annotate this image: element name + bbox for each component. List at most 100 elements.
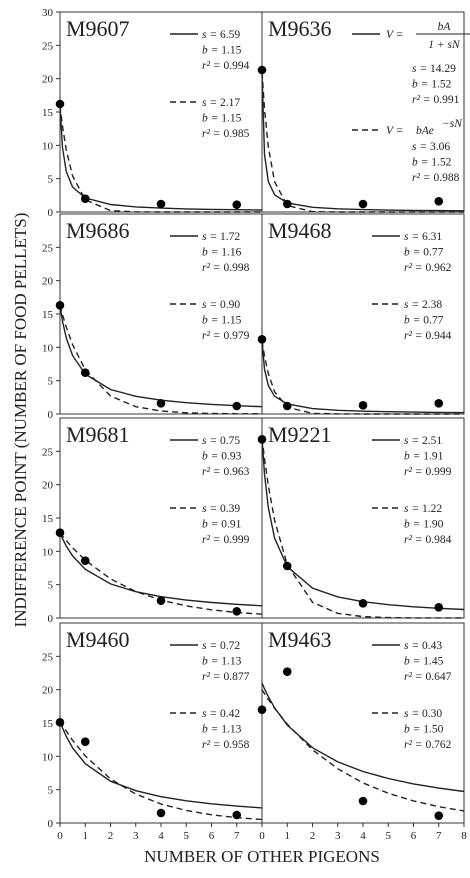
stat-value: 0.42 — [220, 708, 240, 720]
stat-label: r² = — [404, 466, 423, 478]
y-tick-label: 0 — [48, 613, 54, 625]
y-tick-label: 5 — [48, 785, 54, 797]
stat-value: 1.15 — [221, 45, 241, 57]
y-tick-label: 25 — [42, 242, 54, 254]
fit-stat: r² = 0.944 — [404, 330, 452, 342]
stat-value: 0.77 — [423, 315, 443, 327]
stat-label: s = — [202, 231, 217, 243]
x-tick-label: 2 — [108, 830, 114, 842]
stat-label: s = — [202, 299, 217, 311]
stat-label: s = — [202, 435, 217, 447]
y-tick-label: 0 — [48, 818, 54, 830]
y-tick-label: 5 — [48, 376, 54, 388]
fit-stat: r² = 0.962 — [404, 262, 452, 274]
x-tick-label: 1 — [285, 830, 291, 842]
data-point — [80, 368, 90, 377]
data-point — [358, 199, 368, 209]
fit-stat: s = 0.75 — [202, 435, 240, 447]
stat-value: 0.963 — [223, 466, 249, 478]
panel-title: M9468 — [268, 218, 332, 243]
y-tick-label: 5 — [48, 580, 54, 592]
stat-label: b = — [202, 247, 218, 259]
fit-stat: s = 3.06 — [412, 141, 450, 153]
x-tick-label: 7 — [436, 830, 442, 842]
stat-value: 1.16 — [221, 247, 241, 259]
stat-label: s = — [202, 503, 217, 515]
x-tick-label: 6 — [209, 830, 215, 842]
panel-title: M9460 — [66, 627, 130, 652]
stat-label: b = — [202, 315, 218, 327]
stat-value: 0.994 — [223, 60, 249, 72]
panel-title: M9636 — [268, 16, 332, 41]
stat-label: b = — [404, 656, 420, 668]
fit-stat: b = 1.16 — [202, 247, 242, 259]
fit-stat: s = 2.51 — [404, 435, 442, 447]
y-tick-label: 15 — [42, 718, 54, 730]
panel-title: M9607 — [66, 16, 130, 41]
fit-stat: r² = 0.985 — [202, 128, 250, 140]
panel-title: M9463 — [268, 627, 332, 652]
stat-label: b = — [202, 451, 218, 463]
data-point — [358, 599, 368, 608]
fit-stat: s = 6.59 — [202, 29, 240, 41]
data-point — [156, 808, 166, 818]
stat-label: s = — [202, 640, 217, 652]
y-tick-label: 25 — [42, 40, 54, 52]
equation: V = — [386, 29, 403, 41]
fit-stat: r² = 0.991 — [412, 94, 460, 106]
y-tick-label: 15 — [42, 107, 54, 119]
stat-label: b = — [202, 45, 218, 57]
fit-stat: b = 1.13 — [202, 724, 242, 736]
stat-value: 1.50 — [423, 724, 443, 736]
y-tick-label: 30 — [42, 7, 54, 19]
stat-value: 0.944 — [425, 330, 451, 342]
fit-stat: b = 1.13 — [202, 656, 242, 668]
stat-label: r² = — [202, 128, 221, 140]
stat-label: b = — [202, 724, 218, 736]
equation: bA — [438, 21, 452, 33]
y-tick-label: 5 — [48, 174, 54, 186]
fit-stat: b = 1.15 — [202, 45, 242, 57]
fit-stat: r² = 0.988 — [412, 172, 460, 184]
fit-stat: s = 6.31 — [404, 231, 442, 243]
fit-stat: s = 0.90 — [202, 299, 240, 311]
y-tick-label: 20 — [42, 74, 54, 86]
fit-stat: b = 0.77 — [404, 247, 444, 259]
stat-label: b = — [202, 113, 218, 125]
stat-value: 0.75 — [220, 435, 240, 447]
x-tick-label: 4 — [158, 830, 164, 842]
fit-stat: r² = 0.994 — [202, 60, 250, 72]
x-tick-label: 6 — [411, 830, 417, 842]
data-point — [55, 528, 65, 537]
stat-label: r² = — [202, 60, 221, 72]
stat-value: 0.72 — [220, 640, 240, 652]
stat-value: 1.72 — [220, 231, 240, 243]
stat-value: 0.30 — [422, 708, 442, 720]
equation: 1 + sN — [428, 39, 461, 51]
data-point — [434, 603, 444, 612]
stat-value: 1.90 — [423, 519, 443, 531]
stat-value: 0.39 — [220, 503, 240, 515]
data-point — [156, 596, 166, 605]
data-point — [80, 194, 90, 203]
stat-value: 1.52 — [431, 157, 451, 169]
stat-value: 1.52 — [431, 79, 451, 91]
panel-frame — [261, 417, 465, 619]
fit-stat: s = 0.42 — [202, 708, 240, 720]
fit-stat: s = 2.38 — [404, 299, 442, 311]
fit-curve — [261, 682, 465, 793]
data-point — [282, 199, 292, 209]
fit-stat: s = 1.22 — [404, 503, 442, 515]
fit-stat: r² = 0.999 — [202, 534, 250, 546]
stat-value: 2.17 — [220, 97, 240, 109]
y-axis-label: INDIFFERENCE POINT (NUMBER OF FOOD PELLE… — [11, 213, 30, 628]
x-tick-label: 2 — [310, 830, 316, 842]
stat-value: 1.45 — [423, 656, 443, 668]
fit-stat: b = 1.15 — [202, 315, 242, 327]
fit-curve — [261, 71, 465, 212]
stat-label: r² = — [404, 534, 423, 546]
stat-label: s = — [412, 141, 427, 153]
stat-label: r² = — [202, 671, 221, 683]
x-tick-label: 3 — [335, 830, 341, 842]
data-point — [257, 705, 267, 714]
